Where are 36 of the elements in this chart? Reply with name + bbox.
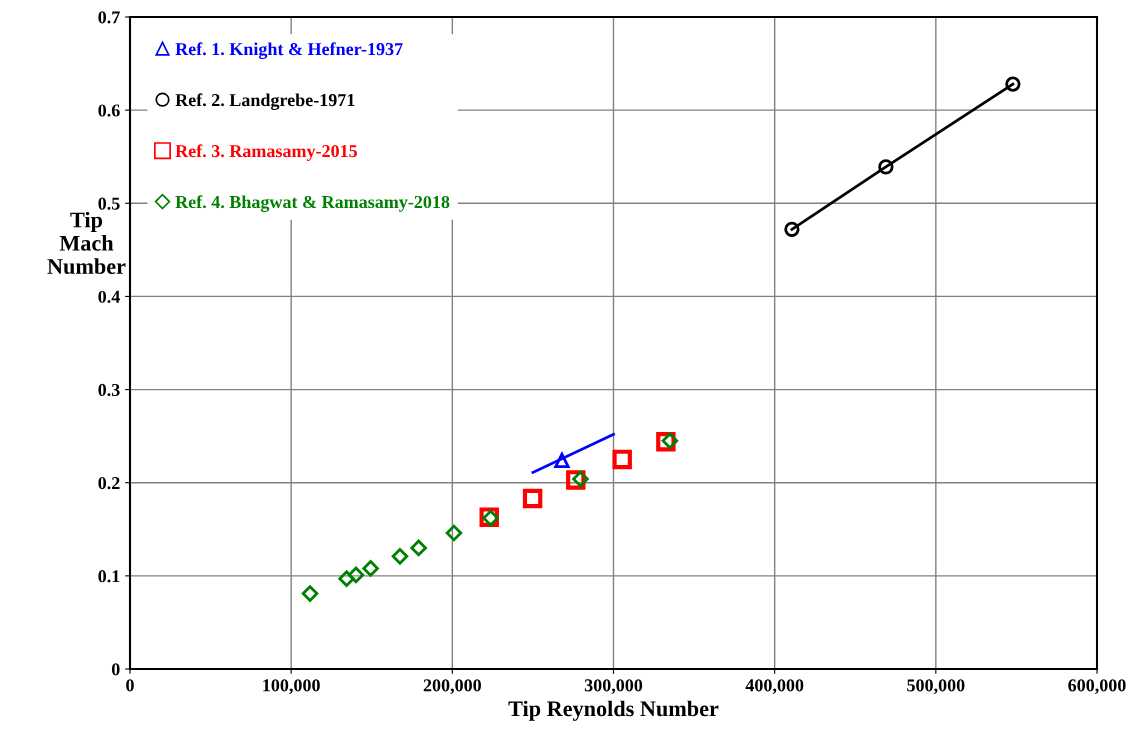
point xyxy=(445,524,463,542)
point xyxy=(572,470,589,488)
x-tick-label: 200,000 xyxy=(423,679,481,695)
point xyxy=(301,585,319,602)
point xyxy=(878,159,894,175)
legend-label: Ref. 4. Bhagwat & Ramasamy-2018 xyxy=(175,195,450,212)
y-tick-label: 0.7 xyxy=(98,11,120,24)
point xyxy=(612,449,632,470)
y-tick-label: 0.6 xyxy=(98,104,120,117)
x-tick-label: 500,000 xyxy=(907,679,965,695)
legend-label: Ref. 1. Knight & Hefner-1937 xyxy=(175,42,403,59)
point xyxy=(391,548,409,565)
y-tick-label: 0 xyxy=(111,663,120,676)
point xyxy=(347,566,365,584)
point xyxy=(522,488,543,509)
point xyxy=(338,570,355,587)
point xyxy=(410,539,427,557)
point xyxy=(784,221,800,238)
x-tick-label: 0 xyxy=(126,679,134,692)
x-tick-label: 600,000 xyxy=(1068,679,1126,695)
x-tick-label: 300,000 xyxy=(584,679,643,695)
y-axis-title: Tip Mach Number xyxy=(47,211,126,275)
x-tick-label: 100,000 xyxy=(263,679,320,695)
point xyxy=(1005,76,1021,92)
x-tick-label: 400,000 xyxy=(745,679,804,695)
legend-label: Ref. 2. Landgrebe-1971 xyxy=(175,93,355,110)
y-tick-label: 0.5 xyxy=(98,197,120,210)
legend-label: Ref. 3. Ramasamy-2015 xyxy=(175,144,358,161)
y-tick-label: 0.2 xyxy=(98,476,120,490)
point xyxy=(554,452,570,468)
point xyxy=(661,432,679,450)
y-tick-label: 0.4 xyxy=(98,290,120,303)
y-tick-label: 0.1 xyxy=(98,570,120,583)
x-axis-title: Tip Reynolds Number xyxy=(508,700,719,721)
y-tick-label: 0.3 xyxy=(98,383,120,397)
point xyxy=(362,560,379,577)
